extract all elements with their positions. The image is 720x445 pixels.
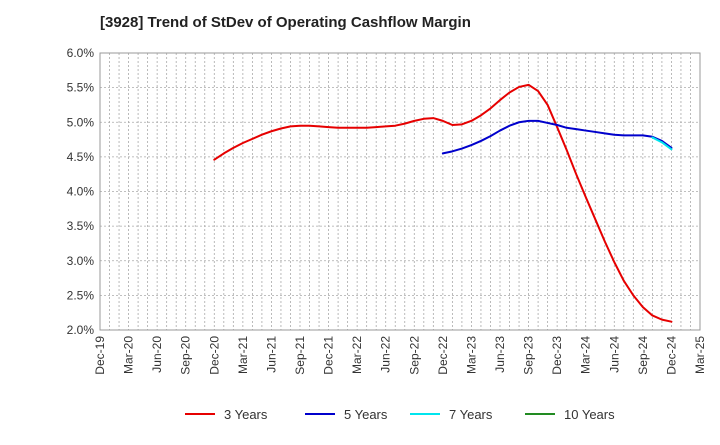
legend: 3 Years 5 Years 7 Years 10 Years — [185, 407, 615, 422]
x-tick-label: Sep-22 — [407, 336, 421, 375]
legend-label: 5 Years — [344, 407, 388, 422]
x-tick-label: Sep-24 — [636, 336, 650, 375]
y-tick-label: 4.0% — [67, 185, 95, 199]
x-tick-label: Mar-22 — [350, 336, 364, 374]
series-layer — [213, 83, 673, 323]
y-tick-label: 5.0% — [67, 115, 95, 129]
x-tick-label: Jun-20 — [150, 336, 164, 373]
x-tick-label: Dec-22 — [436, 336, 450, 375]
x-tick-label: Mar-23 — [464, 336, 478, 374]
x-tick-label: Dec-19 — [93, 336, 107, 375]
legend-label: 3 Years — [224, 407, 268, 422]
y-tick-label: 2.0% — [67, 323, 95, 337]
x-tick-label: Jun-23 — [493, 336, 507, 373]
y-tick-label: 6.0% — [67, 46, 95, 60]
y-tick-label: 2.5% — [67, 288, 95, 302]
x-tick-label: Dec-20 — [207, 336, 221, 375]
x-tick-label: Jun-21 — [264, 336, 278, 373]
legend-label: 10 Years — [564, 407, 615, 422]
x-tick-label: Sep-23 — [522, 336, 536, 375]
x-tick-label: Jun-22 — [379, 336, 393, 373]
series-line-3-years — [213, 83, 673, 323]
x-tick-label: Sep-21 — [293, 336, 307, 375]
x-tick-label: Mar-21 — [236, 336, 250, 374]
series-line-5-years — [441, 119, 673, 155]
y-tick-label: 3.0% — [67, 254, 95, 268]
y-tick-label: 3.5% — [67, 219, 95, 233]
series-line-7-years — [651, 136, 673, 151]
legend-label: 7 Years — [449, 407, 493, 422]
plot-frame — [99, 52, 701, 331]
y-tick-label: 4.5% — [67, 150, 95, 164]
x-tick-label: Mar-25 — [693, 336, 707, 374]
x-tick-label: Mar-24 — [579, 336, 593, 374]
x-tick-label: Jun-24 — [607, 336, 621, 373]
x-tick-label: Dec-21 — [322, 336, 336, 375]
chart-title: [3928] Trend of StDev of Operating Cashf… — [100, 14, 471, 31]
x-tick-label: Sep-20 — [179, 336, 193, 375]
grid-layer — [100, 53, 700, 330]
x-tick-label: Dec-24 — [664, 336, 678, 375]
x-tick-label: Mar-20 — [122, 336, 136, 374]
y-tick-label: 5.5% — [67, 81, 95, 95]
x-tick-label: Dec-23 — [550, 336, 564, 375]
axis-layer: 2.0% 2.5% 3.0% 3.5% 4.0% 4.5% 5.0% 5.5% 6.0% Dec-… — [67, 46, 707, 375]
